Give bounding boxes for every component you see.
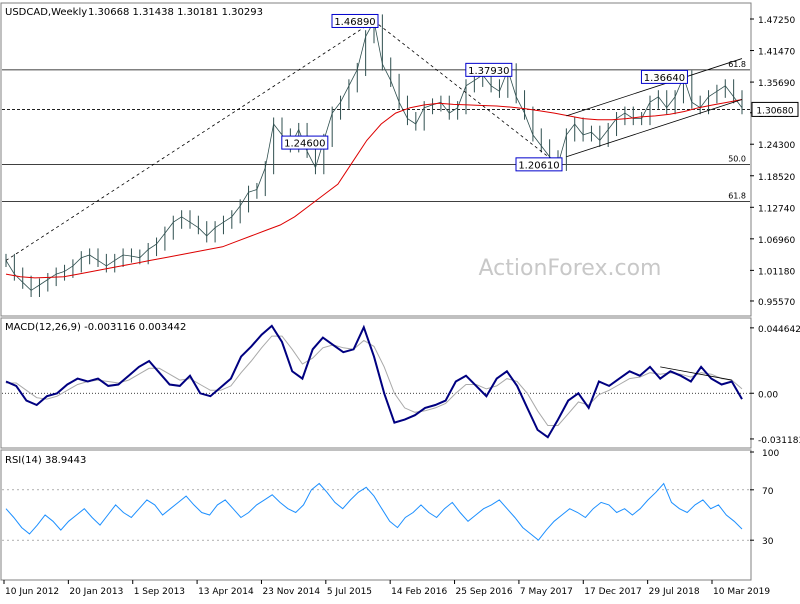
rsi-y-axis: 100 70 30 <box>750 449 779 547</box>
macd-series <box>2 324 750 439</box>
price-panel: USDCAD,Weekly 1.30668 1.31438 1.30181 1.… <box>0 2 799 317</box>
ohlc-values: 1.30668 1.31438 1.30181 1.30293 <box>88 7 263 18</box>
rsi-label: RSI(14) 38.9443 <box>5 455 86 466</box>
rsi-panel-frame <box>0 449 752 581</box>
trendline-fall <box>373 20 559 165</box>
rsi-ytick-label-0: 100 <box>762 449 779 459</box>
price-ytick-label-0: 1.47250 <box>758 16 795 26</box>
price-ytick-label-1: 1.41470 <box>758 48 795 58</box>
x-tick-label-7: 25 Sep 2016 <box>456 587 513 597</box>
x-tick-label-1: 20 Jan 2013 <box>69 587 123 597</box>
annotation-text-0: 1.46890 <box>334 17 375 28</box>
level-label-0: 61.8 <box>728 60 746 69</box>
x-tick-label-9: 17 Dec 2017 <box>584 587 642 597</box>
macd-trendline <box>660 366 732 381</box>
price-ytick-label-8: 1.01180 <box>758 267 795 277</box>
rsi-ytick-label-1: 70 <box>762 487 774 497</box>
price-levels: 61.8 50.0 61.8 <box>2 60 750 202</box>
channel-upper <box>566 58 743 117</box>
annotation-text-4: 1.20610 <box>518 160 559 171</box>
x-tick-label-10: 29 Jul 2018 <box>649 587 700 597</box>
channel-lower <box>566 99 743 158</box>
price-ytick-label-5: 1.18520 <box>758 173 795 183</box>
macd-y-axis: 0.044642 0.00 -0.031183 <box>750 325 800 446</box>
price-ytick-label-6: 1.12740 <box>758 204 795 214</box>
chart-symbol-label: USDCAD,Weekly <box>5 7 87 18</box>
rsi-ytick-label-2: 30 <box>762 537 774 547</box>
macd-ytick-label-1: 0.00 <box>758 390 778 400</box>
x-tick-label-4: 23 Nov 2014 <box>262 587 320 597</box>
annotation-box-0 <box>331 13 379 28</box>
annotation-box-3 <box>281 135 329 150</box>
price-panel-frame <box>0 2 752 317</box>
trendline-rise <box>5 20 375 261</box>
macd-ytick-label-2: -0.031183 <box>758 436 800 446</box>
level-label-3: 61.8 <box>728 192 746 201</box>
annotation-text-1: 1.37930 <box>468 66 509 77</box>
x-tick-label-8: 7 May 2017 <box>520 587 573 597</box>
rsi-line <box>5 482 743 541</box>
annotation-box-2 <box>640 69 688 84</box>
x-tick-label-0: 10 Jun 2012 <box>5 587 59 597</box>
price-y-axis: 1.472501.414701.356901.300681.243001.185… <box>750 16 799 308</box>
price-ytick-label-2: 1.35690 <box>758 79 795 89</box>
x-tick-label-11: 10 Mar 2019 <box>713 587 770 597</box>
rsi-panel: RSI(14) 38.9443 100 70 30 <box>0 449 779 581</box>
x-tick-label-5: 5 Jul 2015 <box>327 587 372 597</box>
x-tick-label-3: 13 Apr 2014 <box>198 587 254 597</box>
macd-ytick-label-0: 0.044642 <box>758 325 800 335</box>
watermark: ActionForex.com <box>479 256 662 281</box>
macd-line <box>5 324 743 439</box>
rsi-series <box>2 482 750 541</box>
annotation-text-3: 1.24600 <box>284 139 325 150</box>
macd-label: MACD(12,26,9) -0.003116 0.003442 <box>5 322 186 333</box>
annotation-box-1 <box>465 62 513 77</box>
price-annotations: 1.46890 1.37930 1.36640 1.24600 1.20610 <box>281 13 688 172</box>
level-label-2: 50.0 <box>728 154 746 163</box>
x-axis: 10 Jun 2012 20 Jan 2013 1 Sep 2013 13 Apr 2… <box>3 580 770 597</box>
price-ytick-label-7: 1.06960 <box>758 236 795 246</box>
x-tick-label-6: 14 Feb 2016 <box>391 587 447 597</box>
price-ytick-label-4: 1.24300 <box>758 141 795 151</box>
macd-signal-line <box>6 335 743 426</box>
macd-panel-frame <box>0 317 752 449</box>
x-tick-label-2: 1 Sep 2013 <box>134 587 185 597</box>
current-price-label: 1.30680 <box>756 106 793 116</box>
sma-line <box>5 99 743 279</box>
macd-panel: MACD(12,26,9) -0.003116 0.003442 0.04464… <box>0 317 800 449</box>
annotation-text-2: 1.36640 <box>644 73 685 84</box>
current-price-box <box>751 101 799 117</box>
price-ytick-label-9: 0.95570 <box>758 298 795 308</box>
annotation-box-4 <box>515 157 563 172</box>
